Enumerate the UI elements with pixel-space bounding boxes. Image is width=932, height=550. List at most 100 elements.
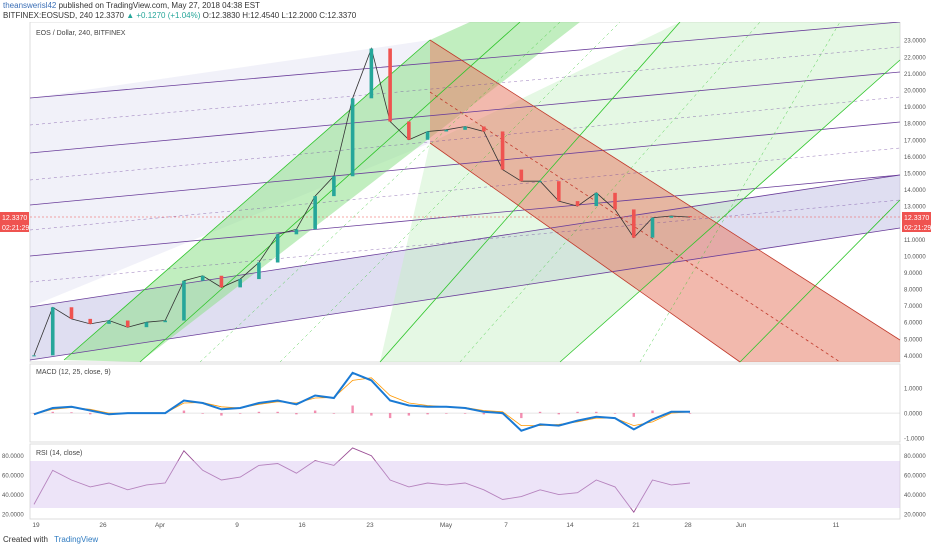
price-tag-text: 12.3370 bbox=[2, 215, 27, 222]
candle bbox=[407, 121, 411, 140]
price-tick-label: 21.0000 bbox=[904, 72, 926, 78]
macd-tick-label: -1.0000 bbox=[904, 437, 925, 443]
candle bbox=[500, 131, 505, 170]
rsi-tick-label: 20.0000 bbox=[904, 513, 926, 519]
macd-histogram-bar bbox=[557, 413, 560, 415]
price-tick-label: 5.0000 bbox=[904, 337, 923, 343]
chart-svg[interactable]: 23.0000 22.0000 21.0000 20.0000 19.0000 18.00… bbox=[0, 21, 932, 530]
right-price-text: 12.3370 bbox=[904, 215, 929, 222]
candle bbox=[519, 169, 524, 182]
price-tick-label: 8.0000 bbox=[904, 288, 923, 294]
x-tick-label: 9 bbox=[235, 522, 239, 529]
candle bbox=[425, 131, 430, 140]
macd-histogram-bar bbox=[407, 413, 411, 416]
macd-histogram-bar bbox=[632, 413, 635, 417]
price-tick-label: 9.0000 bbox=[904, 271, 923, 277]
macd-histogram-bar bbox=[351, 405, 354, 414]
ohlc-line: BITFINEX:EOSUSD, 240 12.3370 ▲ +0.1270 (… bbox=[3, 11, 928, 21]
x-tick-label: 19 bbox=[32, 522, 40, 529]
close-value: C:12.3370 bbox=[319, 11, 357, 20]
price-change: ▲ +0.1270 (+1.04%) bbox=[126, 11, 201, 20]
price-tick-label: 18.0000 bbox=[904, 122, 926, 128]
price-tick-label: 13.0000 bbox=[904, 205, 926, 211]
right-price-box bbox=[902, 212, 931, 222]
rsi-band bbox=[30, 461, 900, 508]
macd-series: 1.0000 0.0000 -1.0000 bbox=[30, 371, 925, 443]
countdown-text: 02:21:29 bbox=[2, 225, 29, 232]
candle bbox=[313, 196, 317, 230]
macd-histogram-bar bbox=[651, 410, 654, 414]
rsi-left-tick-label: 80.0000 bbox=[2, 454, 24, 460]
macd-histogram-bar bbox=[613, 413, 617, 414]
macd-histogram-bar bbox=[70, 412, 73, 414]
candle bbox=[557, 181, 561, 202]
macd-histogram-bar bbox=[520, 413, 523, 419]
macd-histogram-bar bbox=[220, 413, 223, 416]
macd-histogram-bar bbox=[89, 413, 92, 415]
candle bbox=[200, 275, 205, 281]
price-tick-label: 10.0000 bbox=[904, 254, 926, 260]
macd-histogram-bar bbox=[538, 411, 542, 414]
candle bbox=[650, 217, 655, 238]
candle bbox=[369, 48, 374, 99]
macd-histogram-bar bbox=[426, 413, 429, 415]
red-channel-fill bbox=[430, 40, 900, 362]
rsi-tick-label: 60.0000 bbox=[904, 474, 926, 480]
price-tick-label: 23.0000 bbox=[904, 39, 926, 45]
price-tick-label: 16.0000 bbox=[904, 155, 926, 161]
green-fan-dashes bbox=[199, 21, 841, 363]
rsi-left-tick-label: 40.0000 bbox=[2, 493, 24, 499]
candle bbox=[257, 262, 261, 280]
macd-histogram-bar bbox=[295, 413, 298, 415]
price-tick-label: 17.0000 bbox=[904, 138, 926, 144]
price-line bbox=[33, 47, 691, 356]
tradingview-brand[interactable]: TradingView bbox=[54, 535, 99, 544]
chart-area[interactable]: 23.0000 22.0000 21.0000 20.0000 19.0000 18.00… bbox=[0, 21, 932, 530]
price-tick-label: 15.0000 bbox=[904, 171, 926, 177]
macd-histogram-bar bbox=[595, 411, 598, 414]
candle bbox=[163, 320, 167, 323]
macd-histogram-bar bbox=[182, 410, 186, 414]
footer: Created with TradingView bbox=[3, 535, 98, 544]
blue-fan-fill bbox=[30, 40, 430, 307]
price-series bbox=[32, 47, 692, 357]
rsi-tick-label: 80.0000 bbox=[904, 454, 926, 460]
countdown-box bbox=[0, 222, 29, 232]
rsi-pane[interactable] bbox=[29, 443, 901, 520]
x-tick-label: 16 bbox=[298, 522, 306, 529]
right-countdown-text: 02:21:29 bbox=[904, 225, 931, 232]
x-axis: 19 26 Apr 9 16 23 May 7 14 21 28 Jun 11 bbox=[32, 522, 839, 529]
macd-histogram-bar bbox=[463, 413, 467, 414]
candle bbox=[594, 192, 599, 207]
candle bbox=[32, 355, 36, 357]
x-tick-label: Apr bbox=[155, 522, 166, 529]
macd-histogram-bar bbox=[482, 413, 486, 415]
high-value: H:12.4540 bbox=[242, 11, 280, 20]
macd-histogram-bar bbox=[332, 413, 336, 414]
candle bbox=[69, 307, 74, 319]
candle bbox=[444, 129, 449, 132]
x-tick-label: 11 bbox=[833, 522, 840, 529]
macd-histogram-bar bbox=[576, 411, 579, 414]
macd-histogram-bar bbox=[370, 413, 373, 416]
username-link[interactable]: theanswerisl42 bbox=[3, 1, 57, 10]
price-tick-label: 20.0000 bbox=[904, 89, 926, 95]
main-chart-title: EOS / Dollar, 240, BITFINEX bbox=[36, 30, 126, 37]
macd-histogram-bar bbox=[257, 411, 261, 414]
candle bbox=[613, 192, 617, 210]
x-tick-label: 7 bbox=[504, 522, 508, 529]
pitchfork-dashes bbox=[29, 46, 901, 283]
macd-histogram-bar bbox=[313, 410, 317, 414]
macd-histogram-bar bbox=[201, 413, 204, 414]
candle bbox=[294, 229, 299, 235]
macd-histogram-bar bbox=[388, 413, 392, 419]
candle bbox=[575, 201, 580, 207]
macd-histogram-bar bbox=[688, 413, 692, 414]
candle bbox=[482, 126, 486, 132]
price-tick-label: 19.0000 bbox=[904, 105, 926, 111]
rsi-left-tick-label: 20.0000 bbox=[2, 513, 24, 519]
rsi-left-tick-label: 60.0000 bbox=[2, 474, 24, 480]
x-tick-label: Jun bbox=[736, 522, 747, 529]
macd-pane[interactable] bbox=[29, 363, 901, 443]
candle bbox=[688, 216, 692, 218]
